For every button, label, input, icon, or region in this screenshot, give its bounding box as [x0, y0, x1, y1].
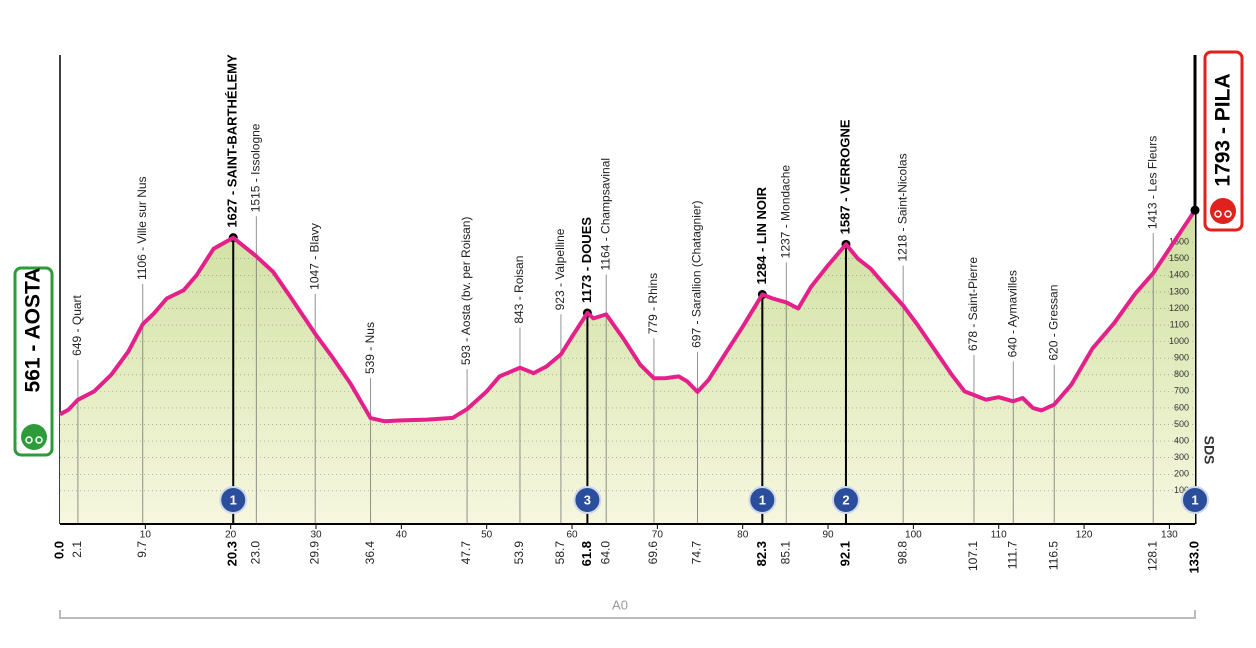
profile-area	[60, 210, 1195, 524]
waypoint-km: 36.4	[363, 541, 377, 565]
gpm-label: 1	[230, 492, 237, 507]
finish-box: 1793 - PILA	[1203, 50, 1244, 232]
gpm-badge	[748, 486, 777, 514]
y-tick-label: 800	[1174, 369, 1189, 379]
y-tick-label: 700	[1174, 386, 1189, 396]
waypoint-label: 1173 - DOUES	[579, 217, 594, 303]
waypoint-label: 1164 - Champsavinal	[598, 158, 612, 271]
waypoint-km: 29.9	[307, 541, 321, 565]
x-tick-label: 10	[140, 530, 152, 541]
y-tick-label: 500	[1174, 419, 1189, 429]
waypoint-km: 58.7	[553, 541, 567, 565]
logo: SDS	[1201, 436, 1217, 465]
y-tick-label: 600	[1174, 402, 1189, 412]
waypoint-km: 23.0	[248, 541, 262, 565]
waypoint-label: 640 - Aymavilles	[1005, 270, 1019, 357]
x-tick-label: 110	[991, 530, 1007, 541]
x-tick-label: 40	[396, 530, 408, 541]
waypoint-km: 0.0	[51, 541, 66, 559]
y-tick-label: 1500	[1169, 253, 1189, 263]
waypoint-label: 1218 - Saint-Nicolas	[895, 153, 909, 261]
waypoint-km: 85.1	[778, 541, 792, 565]
x-tick-label: 80	[737, 530, 749, 541]
waypoint-km: 128.1	[1145, 541, 1159, 571]
waypoint-label: 1047 - Blavy	[307, 223, 321, 290]
x-tick-label: 120	[1076, 530, 1093, 541]
waypoint-km: 20.3	[225, 541, 240, 566]
y-tick-label: 1400	[1169, 270, 1189, 280]
waypoint-label: 1627 - SAINT-BARTHÉLEMY	[225, 54, 240, 228]
x-tick-label: 50	[481, 530, 493, 541]
waypoint-km: 74.7	[690, 541, 704, 565]
waypoint-km: 133.0	[1186, 541, 1201, 574]
y-tick-label: 1600	[1169, 237, 1189, 247]
waypoint-label: 539 - Nus	[363, 322, 377, 374]
waypoint-km: 92.1	[837, 541, 852, 566]
waypoint-km: 9.7	[135, 541, 149, 558]
gpm-badge	[219, 486, 248, 514]
x-tick-label: 70	[652, 530, 664, 541]
x-tick-label: 20	[225, 530, 237, 541]
waypoint-label: 1237 - Mondache	[778, 165, 792, 259]
y-tick-label: 900	[1174, 353, 1189, 363]
waypoint-label: 620 - Gressan	[1046, 285, 1060, 361]
gpm-label: 3	[584, 492, 591, 507]
waypoint-km: 111.7	[1005, 541, 1019, 570]
gpm-label: 1	[759, 492, 766, 507]
waypoint-km: 61.8	[579, 541, 594, 566]
waypoint-label: 1284 - LIN NOIR	[754, 186, 769, 284]
y-tick-label: 1300	[1169, 286, 1189, 296]
waypoint-km: 69.6	[646, 541, 660, 565]
segment-label: A0	[612, 597, 628, 612]
gpm-label: 2	[842, 492, 849, 507]
waypoint-km: 53.9	[512, 541, 526, 565]
y-tick-label: 300	[1174, 452, 1189, 462]
waypoint-km: 64.0	[598, 541, 612, 565]
x-tick-label: 60	[566, 530, 578, 541]
waypoint-label: 697 - Sarallion (Chatagnier)	[690, 200, 704, 347]
waypoint-label: 1106 - Ville sur Nus	[135, 176, 149, 280]
y-tick-label: 200	[1174, 469, 1189, 479]
finish-dot	[1190, 205, 1200, 215]
y-tick-label: 1200	[1169, 303, 1189, 313]
waypoint-label: 1413 - Les Fleurs	[1145, 136, 1159, 229]
x-tick-label: 30	[310, 530, 322, 541]
waypoint-km: 98.8	[895, 541, 909, 565]
waypoint-label: 1515 - Issologne	[248, 123, 262, 212]
waypoint-label: 779 - Rhins	[646, 273, 660, 334]
waypoint-km: 107.1	[966, 541, 980, 571]
x-tick-label: 130	[1161, 530, 1178, 541]
y-tick-label: 1000	[1169, 336, 1189, 346]
start-label: 561 - AOSTA	[22, 268, 45, 393]
waypoint-label: 649 - Quart	[70, 294, 84, 355]
waypoint-label: 678 - Saint-Pierre	[966, 257, 980, 351]
waypoint-km: 82.3	[754, 541, 769, 566]
start-box: 561 - AOSTA	[13, 266, 54, 457]
gpm-badge	[831, 486, 860, 514]
gpm-badge	[573, 486, 602, 514]
gpm-badge	[1181, 486, 1209, 514]
segment-bracket	[59, 610, 1196, 619]
waypoint-km: 47.7	[459, 541, 473, 565]
waypoint-label: 843 - Roisan	[512, 256, 526, 324]
profile-line	[59, 209, 1197, 424]
waypoint-km: 2.1	[70, 541, 84, 558]
x-tick-label: 90	[822, 530, 834, 541]
x-tick-label: 100	[905, 530, 922, 541]
waypoint-label: 593 - Aosta (bv. per Roisan)	[459, 217, 473, 366]
waypoint-km: 116.5	[1046, 541, 1060, 570]
waypoint-label: 923 - Valpelline	[553, 228, 567, 310]
finish-label: 1793 - PILA	[1212, 73, 1235, 186]
gpm-label: 1	[1191, 492, 1198, 507]
y-tick-label: 400	[1174, 435, 1189, 445]
y-tick-label: 1100	[1170, 319, 1189, 329]
y-tick-label: 100	[1174, 485, 1189, 495]
waypoint-label: 1587 - VERROGNE	[837, 119, 852, 234]
